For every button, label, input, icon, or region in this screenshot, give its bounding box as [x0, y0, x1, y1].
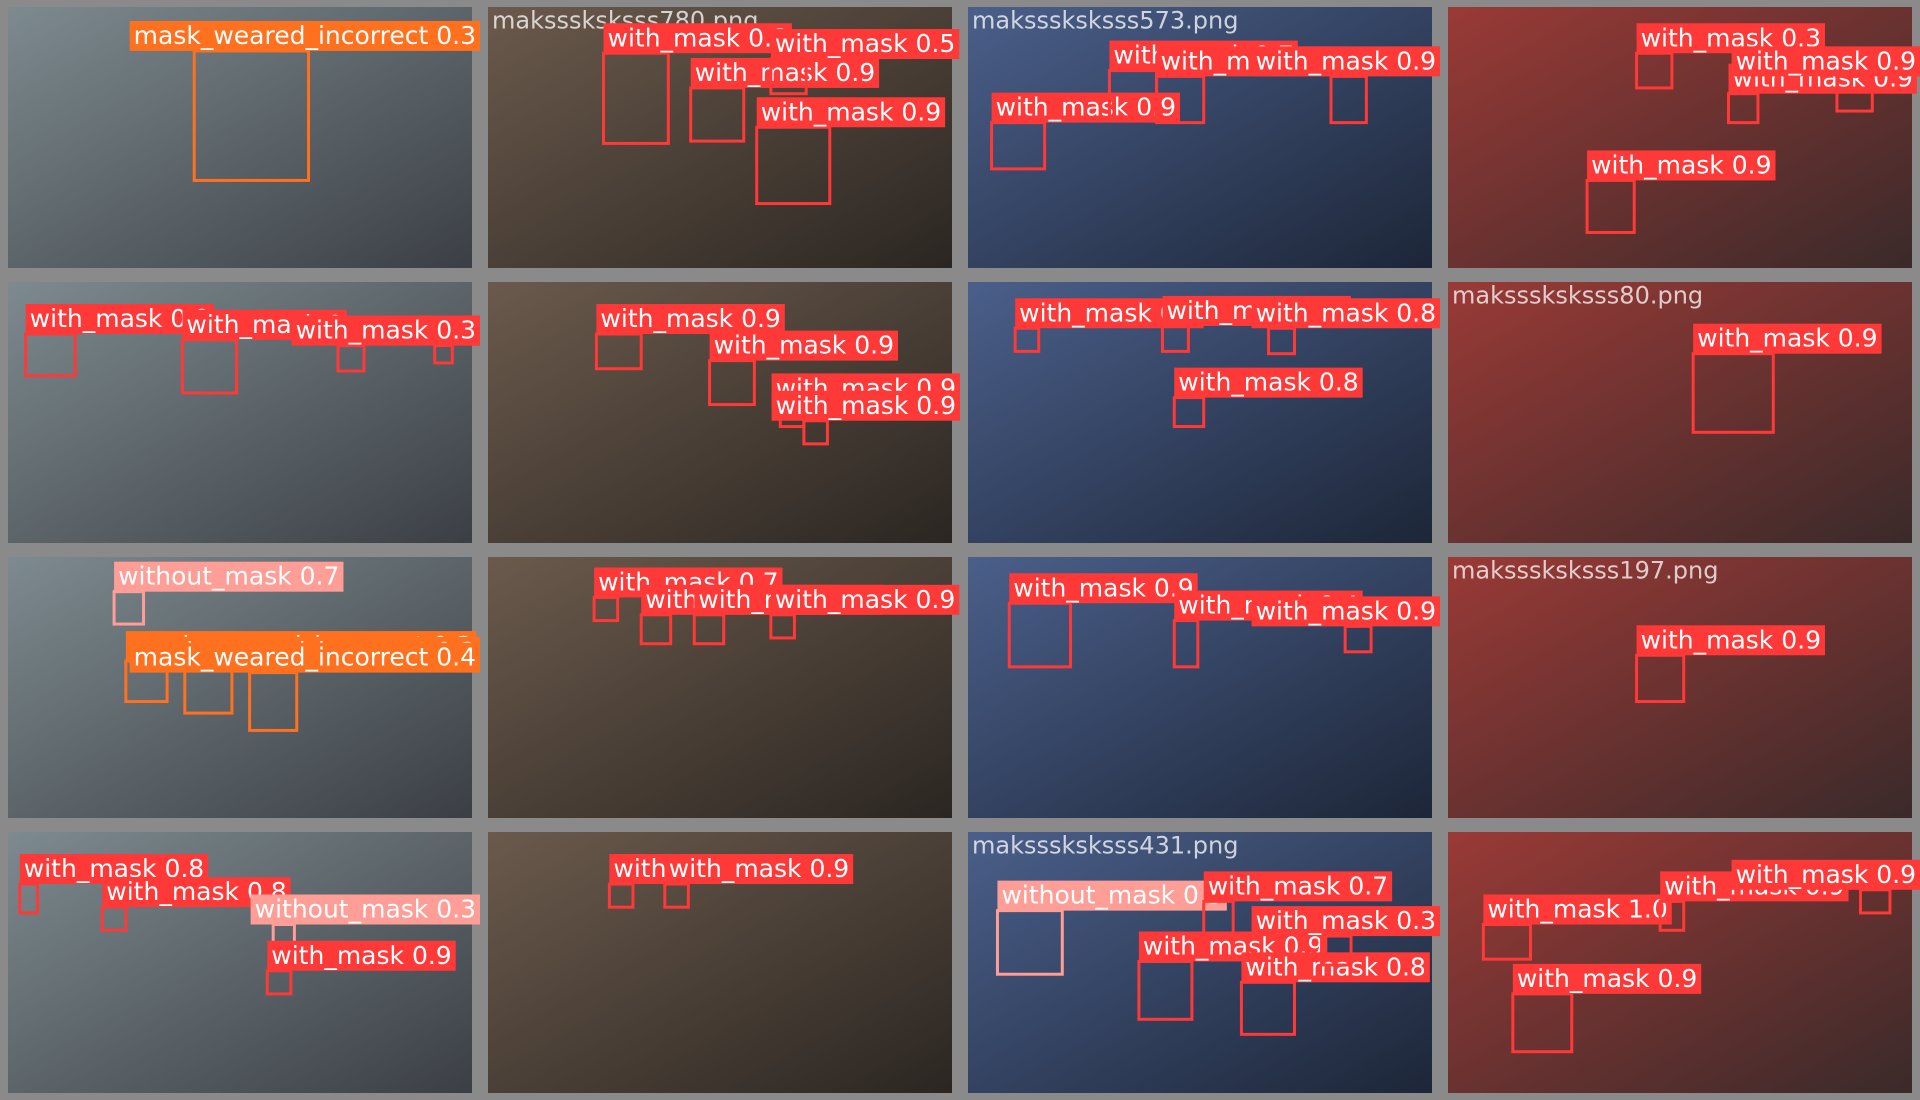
- detection-label: with_mask 0.5: [775, 29, 955, 58]
- label-bg: [129, 642, 480, 673]
- detection-label: with_mask 0.9: [1591, 150, 1771, 179]
- detection-label: with_mask 0.9: [1736, 860, 1916, 889]
- label-bg: [770, 29, 960, 60]
- detection-label: with_mask 0.9: [1013, 573, 1193, 602]
- detection-label: with_mask 0.8: [608, 23, 788, 52]
- filename: maksssksksss431.png: [972, 832, 1238, 860]
- detection-label: mask_weared_incorrect 0.3: [134, 21, 476, 50]
- label-bg: [1636, 625, 1825, 656]
- photo: [1448, 282, 1912, 543]
- tile: mask_weared_incorrect 0.3: [0, 0, 480, 275]
- detection-label: with_mask 0.9: [1641, 625, 1821, 654]
- label-bg: [1009, 573, 1198, 604]
- label-bg: [1174, 367, 1363, 398]
- label-bg: [709, 330, 898, 361]
- detection-label: with_mask 0.7: [1208, 871, 1388, 900]
- photo: [8, 557, 472, 818]
- tile: maksssksksss80.png with_mask 0.9: [1440, 275, 1920, 550]
- detection-label: without_mask 0.3: [255, 895, 476, 924]
- label-bg: [664, 854, 854, 885]
- label-bg: [129, 20, 480, 51]
- detection-label: with_mask 0.8: [1256, 298, 1436, 327]
- detection-label: with_mask 1.0: [1487, 895, 1667, 924]
- label-bg: [770, 584, 960, 615]
- label-bg: [997, 880, 1227, 911]
- label-bg: [603, 23, 792, 54]
- tile: maksssksksss197.png with_mask 0.9: [1440, 550, 1920, 825]
- detection-label: with_mask 0.9: [1256, 596, 1436, 625]
- label-bg: [1203, 871, 1393, 902]
- detection-label: with_mask 0.9: [600, 304, 780, 333]
- detection-label: with_mask 0.3: [1256, 906, 1436, 935]
- detection-label: with_mask 0.9: [695, 58, 875, 87]
- detection-label: without_mask 0.7: [118, 562, 339, 591]
- label-bg: [250, 894, 480, 925]
- label-bg: [1241, 952, 1430, 983]
- label-bg: [1512, 963, 1702, 994]
- detection-label: with_mask 0.9: [1736, 46, 1916, 75]
- label-bg: [771, 390, 960, 421]
- detection-label: mask_weared_incorrect 0.4: [134, 643, 476, 672]
- detection-label: with_mask 0.9: [1256, 46, 1436, 75]
- label-bg: [1251, 298, 1440, 329]
- filename: maksssksksss80.png: [1452, 282, 1703, 310]
- photo: [1448, 557, 1912, 818]
- detection-label: with_mask 0.9: [761, 97, 941, 126]
- label-bg: [1731, 859, 1920, 890]
- label-bg: [690, 57, 880, 88]
- detection-label: with_mask 0.9: [669, 854, 849, 883]
- filename: maksssksksss573.png: [972, 7, 1238, 35]
- detection-label: with_mask 0.9: [776, 391, 956, 420]
- detection-label: with_mask 0.8: [1245, 952, 1425, 981]
- detection-label: with_mask 0.3: [296, 316, 476, 345]
- detection-label: with_mask 0.9: [1517, 964, 1697, 993]
- detection-label: with_mask 0.9: [30, 304, 210, 333]
- detection-label: with_mask 0.9: [714, 331, 894, 360]
- label-bg: [1693, 323, 1882, 354]
- detection-label: with_mask 0.9: [775, 585, 955, 614]
- detection-label: with_mask 0.9: [271, 941, 451, 970]
- label-bg: [1483, 894, 1672, 925]
- detection-label: with_mask 0.9: [1697, 324, 1877, 353]
- label-bg: [1251, 906, 1440, 937]
- label-bg: [1251, 596, 1440, 627]
- detection-label: without_mask 0.3: [1001, 881, 1222, 910]
- filename: maksssksksss197.png: [1452, 557, 1718, 585]
- label-bg: [1251, 46, 1440, 77]
- label-bg: [1587, 150, 1776, 181]
- label-bg: [267, 940, 456, 971]
- label-bg: [114, 561, 344, 592]
- tile: without_mask 0.7 mask_weared_incorrect 0.…: [0, 550, 480, 825]
- detection-label: with_mask 0.8: [1178, 368, 1358, 397]
- label-bg: [756, 97, 946, 128]
- label-bg: [596, 304, 785, 335]
- label-bg: [291, 315, 480, 346]
- label-bg: [1731, 46, 1920, 77]
